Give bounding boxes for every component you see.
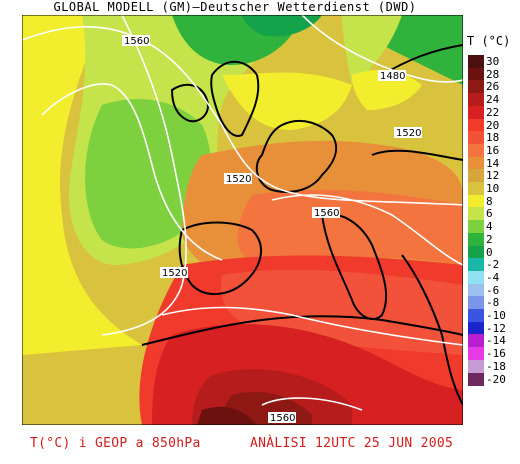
legend-swatch: [468, 93, 484, 107]
contour-label: 1520: [396, 128, 421, 139]
temperature-legend: 30 28 26 24 22 20 18 16 14 12 10 8 6 4 2 0 -2 -4 -6 -8 -10 -1…: [468, 55, 506, 386]
footer: T(°C) i GEOP a 850hPa ANÀLISI 12UTC 25 JU…: [30, 436, 453, 451]
legend-label: -12: [486, 321, 506, 335]
legend-label: -6: [486, 283, 500, 297]
legend-swatch: [468, 143, 484, 158]
legend-label: -10: [486, 309, 506, 322]
legend-label: -20: [486, 372, 506, 386]
legend-label: 0: [486, 245, 493, 259]
legend-title: T (°C): [467, 34, 511, 48]
legend-swatch: [468, 296, 484, 310]
legend-swatch: [468, 321, 484, 335]
legend-label: 26: [486, 80, 500, 94]
contour-label: 1560: [314, 208, 339, 219]
legend-label: 8: [486, 194, 493, 208]
legend-label: -4: [486, 270, 500, 284]
legend-label: 24: [486, 93, 500, 107]
legend-swatch: [468, 258, 484, 272]
footer-variable: T(°C) i GEOP a 850hPa: [30, 436, 201, 451]
legend-label: -8: [486, 296, 500, 310]
temperature-map: 1560 1480 1520 1520 1560 1520 1560: [22, 15, 463, 425]
legend-label: 20: [486, 118, 500, 132]
legend-swatch: [468, 194, 484, 208]
legend-label: 16: [486, 143, 500, 157]
footer-analysis-time: ANÀLISI 12UTC 25 JUN 2005: [250, 436, 454, 451]
legend-label: 30: [486, 55, 500, 68]
contour-label: 1560: [270, 413, 295, 424]
legend-swatch: [468, 207, 484, 221]
legend-swatch: [468, 359, 484, 373]
legend-label: 6: [486, 207, 493, 221]
legend-label: -2: [486, 258, 500, 272]
legend-swatch: [468, 232, 484, 246]
legend-swatch: [468, 131, 484, 145]
legend-swatch: [468, 283, 484, 297]
contour-label: 1520: [162, 268, 187, 279]
legend-swatch: [468, 220, 484, 234]
legend-swatch: [468, 67, 484, 81]
legend-label: 10: [486, 182, 500, 195]
legend-label: 18: [486, 131, 500, 145]
legend-swatch: [468, 270, 484, 285]
legend-label: 12: [486, 169, 500, 183]
legend-swatch: [468, 309, 484, 323]
legend-swatch: [468, 169, 484, 183]
map-title: GLOBAL MODELL (GM)—Deutscher Wetterdiens…: [53, 0, 417, 14]
legend-label: -14: [486, 334, 506, 348]
legend-swatch: [468, 182, 484, 196]
contour-label: 1480: [380, 71, 405, 82]
legend-swatch: [468, 347, 484, 361]
legend-swatch: [468, 80, 484, 94]
legend-label: -16: [486, 347, 506, 361]
legend-swatch: [468, 334, 484, 348]
legend-swatch: [468, 372, 484, 386]
contour-label: 1560: [124, 36, 149, 47]
legend-swatch: [468, 55, 484, 69]
contour-label: 1520: [226, 174, 251, 185]
legend-swatch: [468, 245, 484, 259]
legend-label: 2: [486, 232, 493, 246]
legend-label: 28: [486, 67, 500, 81]
legend-label: 22: [486, 105, 500, 119]
legend-label: 4: [486, 220, 493, 234]
legend-swatch: [468, 118, 484, 132]
legend-label: 14: [486, 156, 500, 170]
legend-swatch: [468, 105, 484, 119]
legend-label: -18: [486, 359, 506, 373]
legend-swatch: [468, 156, 484, 170]
